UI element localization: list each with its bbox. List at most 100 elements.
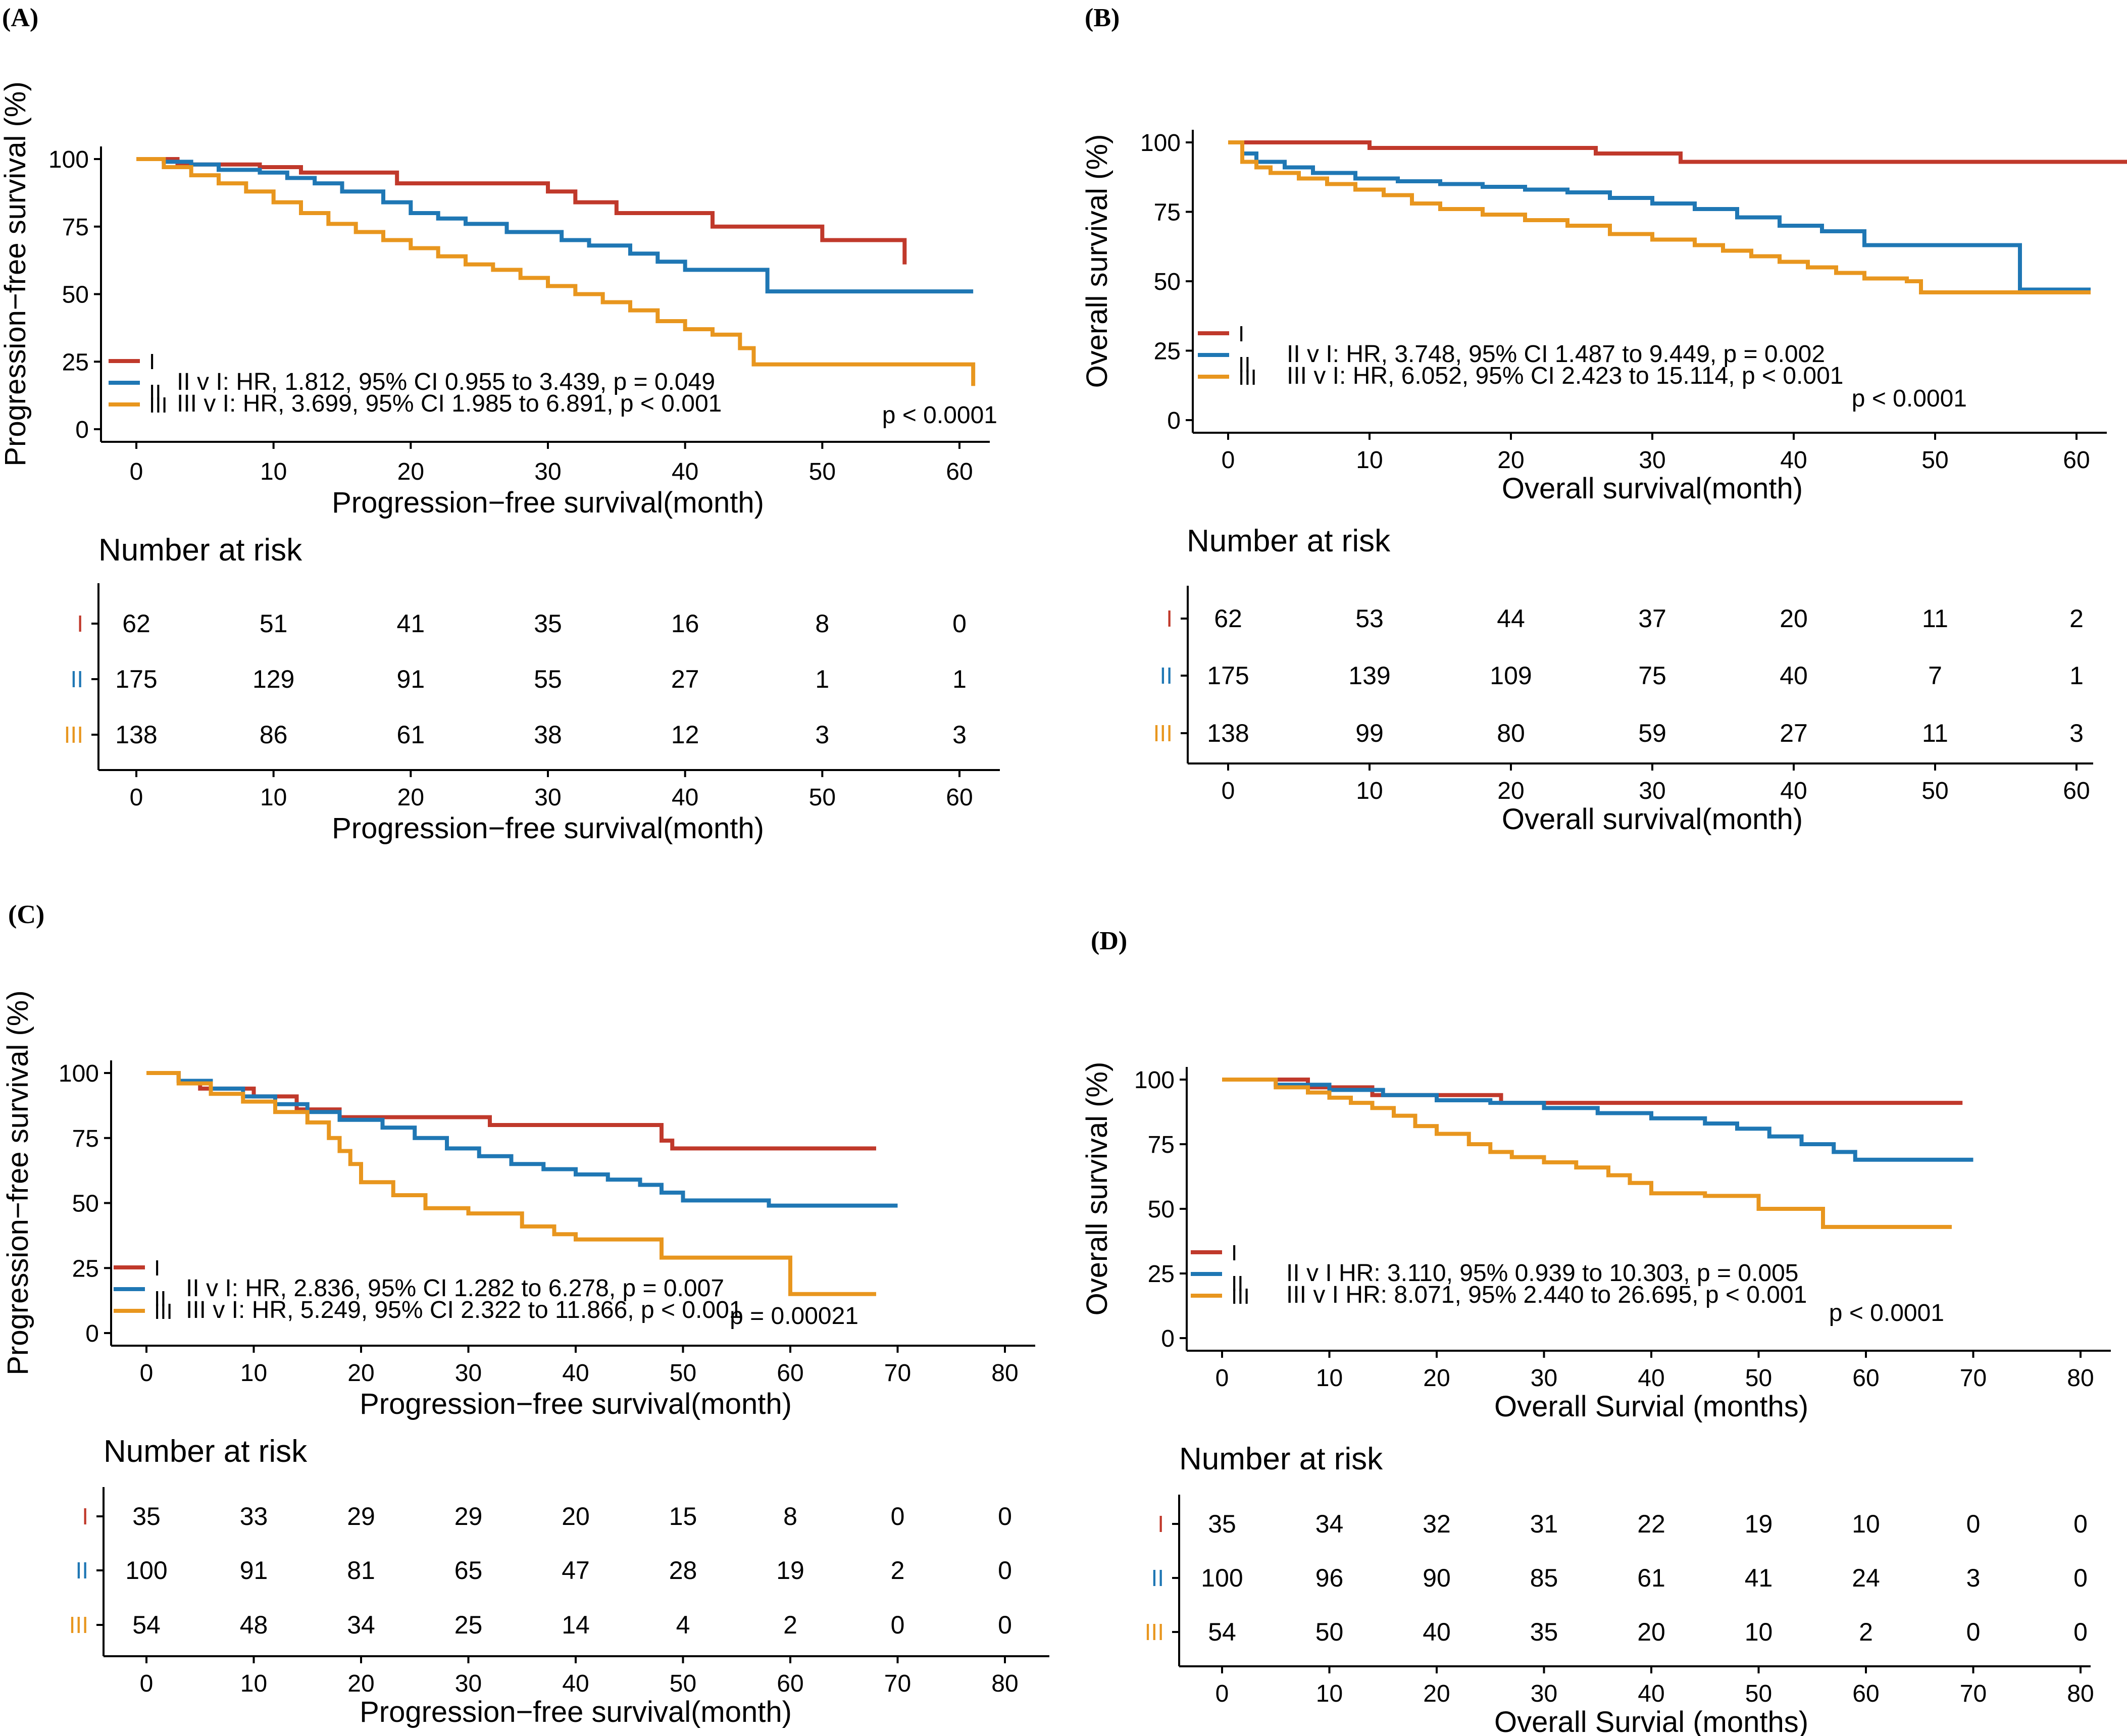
risk-table-title: Number at risk — [1187, 524, 1391, 558]
risk-count: 24 — [1852, 1564, 1880, 1592]
risk-count: 35 — [1530, 1618, 1558, 1646]
risk-x-tick-label: 20 — [397, 784, 424, 811]
x-tick-label: 40 — [1638, 1365, 1664, 1392]
risk-count: 25 — [454, 1611, 483, 1639]
risk-count: 15 — [669, 1502, 697, 1530]
x-tick-label: 10 — [260, 458, 287, 485]
risk-count: 34 — [347, 1611, 375, 1639]
risk-count: 175 — [1207, 661, 1249, 690]
x-tick-label: 40 — [562, 1360, 589, 1387]
risk-count: 29 — [454, 1502, 483, 1530]
x-tick-label: 10 — [240, 1360, 267, 1387]
x-tick-label: 20 — [347, 1360, 374, 1387]
panel-label-c: (C) — [8, 900, 44, 929]
risk-x-axis-title: Progression−free survival(month) — [332, 812, 764, 845]
risk-count: 54 — [1208, 1618, 1236, 1646]
risk-row-name-i: I — [77, 610, 83, 637]
km-curve-i — [136, 157, 907, 265]
risk-x-tick-label: 10 — [1356, 778, 1383, 804]
km-curve-ii — [146, 1071, 898, 1208]
risk-count: 28 — [669, 1556, 697, 1585]
x-tick-label: 20 — [1497, 447, 1524, 474]
y-tick-label: 0 — [85, 1320, 99, 1347]
risk-count: 10 — [1745, 1618, 1773, 1646]
risk-row-name-iii: III — [1145, 1619, 1164, 1645]
hr-annotation-ii: II v I: HR, 2.836, 95% CI 1.282 to 6.278… — [186, 1275, 724, 1302]
x-tick-label: 0 — [130, 458, 143, 485]
risk-x-tick-label: 30 — [1531, 1680, 1557, 1707]
risk-count: 0 — [1966, 1618, 1981, 1646]
risk-count: 54 — [132, 1611, 161, 1639]
legend-label-i: I — [1238, 322, 1244, 346]
x-axis-title: Progression−free survival(month) — [332, 486, 764, 519]
risk-count: 19 — [776, 1556, 804, 1585]
legend-label-ii: II — [1231, 1271, 1243, 1296]
hr-annotation-iii: III v I HR: 8.071, 95% 2.440 to 26.695, … — [1286, 1282, 1807, 1308]
x-tick-label: 50 — [670, 1360, 696, 1387]
y-axis-title: Progression−free survival (%) — [2, 990, 34, 1375]
risk-count: 91 — [240, 1556, 268, 1585]
risk-count: 2 — [783, 1611, 797, 1639]
risk-count: 100 — [125, 1556, 167, 1585]
risk-count: 8 — [783, 1502, 797, 1530]
risk-count: 37 — [1638, 604, 1666, 633]
risk-count: 2 — [1859, 1618, 1873, 1646]
risk-count: 41 — [397, 609, 425, 638]
y-tick-label: 50 — [1148, 1196, 1175, 1223]
risk-count: 35 — [132, 1502, 161, 1530]
risk-count: 81 — [347, 1556, 375, 1585]
risk-count: 51 — [260, 609, 288, 638]
risk-count: 1 — [952, 665, 967, 693]
y-tick-label: 25 — [1154, 338, 1181, 365]
x-tick-label: 10 — [1356, 447, 1383, 474]
y-tick-label: 100 — [48, 146, 89, 173]
risk-count: 20 — [562, 1502, 590, 1530]
x-tick-label: 30 — [534, 458, 561, 485]
legend-label-i: I — [154, 1256, 160, 1281]
x-tick-label: 0 — [140, 1360, 154, 1387]
y-tick-label: 0 — [1167, 407, 1181, 434]
risk-x-tick-label: 20 — [347, 1670, 374, 1697]
risk-count: 16 — [671, 609, 699, 638]
risk-x-tick-label: 40 — [672, 784, 698, 811]
risk-x-tick-label: 70 — [884, 1670, 911, 1697]
risk-table-title: Number at risk — [98, 533, 302, 568]
risk-count: 0 — [998, 1556, 1012, 1585]
km-curve-ii — [1222, 1078, 1973, 1162]
risk-x-tick-label: 30 — [455, 1670, 482, 1697]
x-tick-label: 60 — [946, 458, 973, 485]
x-tick-label: 40 — [1780, 447, 1807, 474]
km-curve-ii — [1228, 140, 2091, 292]
risk-table-title: Number at risk — [1179, 1442, 1383, 1476]
risk-x-tick-label: 30 — [534, 784, 561, 811]
km-curve-iii — [146, 1071, 876, 1296]
risk-count: 41 — [1745, 1564, 1773, 1592]
risk-x-tick-label: 50 — [1745, 1680, 1772, 1707]
risk-count: 90 — [1423, 1564, 1451, 1592]
y-tick-label: 25 — [62, 349, 89, 376]
risk-count: 22 — [1637, 1510, 1665, 1538]
risk-row-name-iii: III — [1153, 720, 1173, 746]
risk-count: 48 — [240, 1611, 268, 1639]
risk-count: 65 — [454, 1556, 483, 1585]
risk-x-tick-label: 40 — [562, 1670, 589, 1697]
km-curve-ii — [136, 157, 974, 294]
x-tick-label: 60 — [2063, 447, 2090, 474]
y-tick-label: 0 — [1161, 1325, 1175, 1352]
risk-count: 0 — [952, 609, 967, 638]
risk-count: 75 — [1638, 661, 1666, 690]
risk-count: 0 — [891, 1502, 905, 1530]
risk-count: 19 — [1745, 1510, 1773, 1538]
risk-x-tick-label: 20 — [1497, 778, 1524, 804]
risk-count: 8 — [815, 609, 829, 638]
x-tick-label: 20 — [1423, 1365, 1450, 1392]
risk-count: 40 — [1780, 661, 1808, 690]
risk-count: 55 — [534, 665, 562, 693]
risk-count: 139 — [1348, 661, 1390, 690]
x-tick-label: 30 — [1639, 447, 1665, 474]
risk-x-axis-title: Overall survival(month) — [1502, 803, 1803, 836]
risk-count: 61 — [1637, 1564, 1665, 1592]
risk-x-tick-label: 10 — [1316, 1680, 1343, 1707]
